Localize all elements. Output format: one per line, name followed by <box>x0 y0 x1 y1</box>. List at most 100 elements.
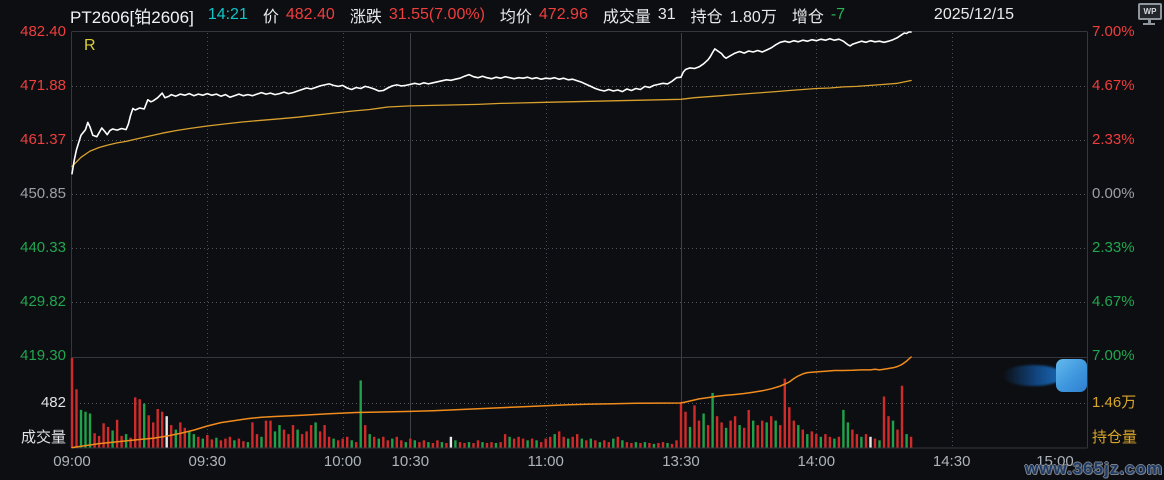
volume-bar <box>260 436 263 448</box>
volume-bar <box>512 438 516 448</box>
wp-monitor-screen: WP <box>1138 3 1162 20</box>
volume-bar <box>503 434 507 448</box>
volume-bar <box>485 443 489 448</box>
volume-bar <box>544 438 547 448</box>
volume-bar <box>634 442 638 448</box>
volume-bar <box>643 442 647 448</box>
volume-bar <box>580 438 583 448</box>
avg-label: 均价 <box>499 9 532 26</box>
volume-bar <box>264 420 268 448</box>
volume-bar <box>84 411 87 448</box>
price-axis-label: 429.82 <box>20 292 66 310</box>
wp-monitor-icon[interactable]: WP <box>1138 3 1162 25</box>
restricted-flag: R <box>84 37 96 54</box>
volume-bar <box>134 397 137 448</box>
volume-bar <box>837 436 841 448</box>
volume-bar <box>887 416 890 448</box>
volume-bar <box>594 440 597 448</box>
volume-bar <box>337 440 340 448</box>
volume-bar <box>801 429 804 448</box>
volume-bar <box>296 429 299 448</box>
time-axis-label: 15:00 <box>1036 453 1074 470</box>
pct-axis-label: 7.00% <box>1092 23 1135 40</box>
avg-price: 472.96 <box>538 6 588 23</box>
time-axis-label: 14:30 <box>932 453 971 470</box>
volume-group: 成交量 31 <box>603 3 676 27</box>
oi-delta-value: -7 <box>830 6 846 23</box>
volume-bar <box>729 420 732 448</box>
volume-bar <box>97 435 101 448</box>
change-group: 涨跌 31.55(7.00%) <box>350 3 485 27</box>
volume-bar <box>138 399 141 448</box>
volume-bar <box>499 442 502 448</box>
volume-bar <box>228 436 232 448</box>
volume-bar <box>404 442 407 448</box>
volume-bar <box>738 425 741 448</box>
volume-bar <box>174 429 177 448</box>
volume-bar <box>761 420 764 448</box>
volume-bar <box>445 443 448 448</box>
volume-bar <box>219 440 223 448</box>
volume-bar <box>291 425 295 448</box>
volume-label: 成交量 <box>602 9 651 26</box>
volume-bar <box>224 438 227 448</box>
volume-bar <box>454 440 457 448</box>
volume-bar <box>400 440 403 448</box>
volume-bar <box>648 443 651 448</box>
volume-bar <box>431 443 435 448</box>
volume-bar <box>797 425 800 448</box>
time-axis-label: 14:00 <box>797 453 836 470</box>
volume-bar <box>675 440 678 448</box>
volume-bar <box>409 438 412 448</box>
volume-bar <box>287 434 290 448</box>
volume-bar <box>598 442 601 448</box>
volume-bar <box>891 420 895 448</box>
volume-bar <box>368 434 371 448</box>
price-axis-label: 461.37 <box>20 130 66 148</box>
price-line <box>71 31 912 175</box>
volume-bar <box>540 442 543 448</box>
time-axis-label: 13:30 <box>662 453 700 470</box>
volume-bar <box>752 420 755 448</box>
change-value: 31.55(7.00%) <box>388 6 485 23</box>
volume-bar <box>156 409 159 448</box>
price-axis-label: 471.88 <box>20 77 66 95</box>
volume-bar <box>494 443 498 448</box>
volume-bar <box>75 389 78 448</box>
volume-bar <box>490 442 493 448</box>
volume-bar <box>724 427 728 448</box>
volume-bar <box>170 425 173 448</box>
volume-bar <box>436 440 439 448</box>
volume-bar <box>810 431 813 448</box>
pct-axis-label: 7.00% <box>1092 347 1135 364</box>
volume-bar <box>102 423 105 448</box>
volume-bar <box>639 443 642 448</box>
volume-bar <box>79 409 83 448</box>
last-price: 482.40 <box>285 6 335 23</box>
volume-bar <box>842 409 845 448</box>
time-axis-label: 09:00 <box>53 453 91 470</box>
volume-bar <box>255 434 259 448</box>
wp-monitor-neck <box>1147 20 1151 23</box>
volume-bar <box>693 405 696 448</box>
volume-bar <box>670 443 674 448</box>
pct-axis-label: 2.33% <box>1092 239 1135 256</box>
volume-bar <box>535 440 538 448</box>
volume-axis-mid-label: 482 <box>40 394 66 411</box>
volume-bar <box>188 431 191 448</box>
volume-bar <box>869 436 872 448</box>
oi-delta-group: 增仓 -7 <box>792 3 845 27</box>
volume-bar <box>332 438 335 448</box>
volume-bar <box>251 422 254 448</box>
volume-bar <box>395 436 398 448</box>
volume-bar <box>463 443 466 448</box>
volume-bar <box>576 434 579 448</box>
volume-bar <box>215 437 218 448</box>
price-axis-label: 419.30 <box>20 347 66 364</box>
volume-bar <box>553 434 556 448</box>
365jz-logo <box>1002 359 1087 393</box>
volume-bar <box>661 442 665 448</box>
volume-bar <box>359 380 362 448</box>
volume-bar <box>900 385 904 448</box>
